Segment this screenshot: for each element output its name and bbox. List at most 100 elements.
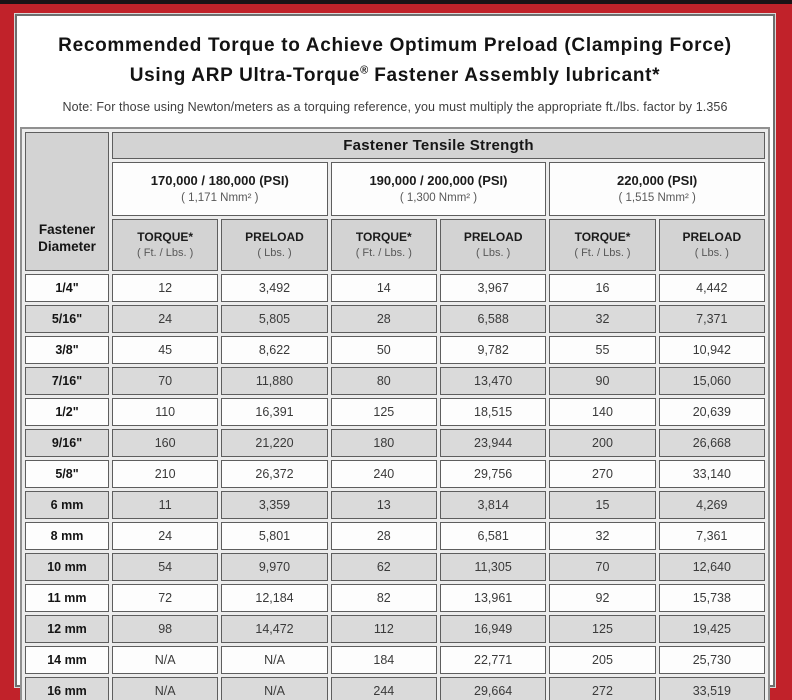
preload-header-3-unit: ( Lbs. ) <box>694 247 729 260</box>
value-cell: 7,371 <box>658 304 765 333</box>
psi-group-2-nmm: ( 1,300 Nmm² ) <box>399 192 478 205</box>
value-cell: 82 <box>330 583 437 612</box>
torque-preload-row: TORQUE* ( Ft. / Lbs. ) PRELOAD ( Lbs. ) … <box>25 218 765 271</box>
tensile-strength-row: Fastener Diameter Fastener Tensile Stren… <box>25 131 765 271</box>
value-cell: 80 <box>330 366 437 395</box>
value-cell: 140 <box>549 397 656 426</box>
value-cell: 18,515 <box>439 397 547 426</box>
value-cell: 15,738 <box>658 583 765 612</box>
value-cell: 20,639 <box>658 397 765 426</box>
diameter-cell: 14 mm <box>25 645 109 674</box>
value-cell: 13 <box>330 490 437 519</box>
torque-header-2-label: TORQUE* <box>355 230 412 245</box>
fastener-diameter-label: Fastener Diameter <box>38 221 96 255</box>
value-cell: 3,967 <box>439 273 547 302</box>
value-cell: 9,970 <box>221 552 328 581</box>
value-cell: 6,581 <box>439 521 547 550</box>
preload-header-2: PRELOAD ( Lbs. ) <box>439 218 547 271</box>
diameter-cell: 7/16" <box>25 366 109 395</box>
value-cell: 98 <box>112 614 219 643</box>
value-cell: 11,880 <box>221 366 328 395</box>
table-row: 9/16" 160 21,220 180 23,944 200 26,668 <box>25 428 765 457</box>
value-cell: N/A <box>112 676 219 700</box>
preload-header-2-label: PRELOAD <box>463 230 523 245</box>
preload-header-2-unit: ( Lbs. ) <box>476 247 511 260</box>
torque-header-3-unit: ( Ft. / Lbs. ) <box>574 247 631 260</box>
value-cell: 110 <box>112 397 219 426</box>
value-cell: 270 <box>549 459 656 488</box>
value-cell: 15,060 <box>658 366 765 395</box>
psi-group-1-nmm: ( 1,171 Nmm² ) <box>181 192 259 205</box>
torque-header-3: TORQUE* ( Ft. / Lbs. ) <box>549 218 656 271</box>
diameter-cell: 5/8" <box>25 459 109 488</box>
torque-header-1-label: TORQUE* <box>137 230 194 245</box>
diameter-cell: 8 mm <box>25 521 109 550</box>
value-cell: 6,588 <box>439 304 547 333</box>
value-cell: 3,359 <box>221 490 328 519</box>
value-cell: 70 <box>112 366 219 395</box>
table-row: 3/8" 45 8,622 50 9,782 55 10,942 <box>25 335 765 364</box>
value-cell: 11,305 <box>439 552 547 581</box>
value-cell: 33,519 <box>658 676 765 700</box>
value-cell: 16 <box>549 273 656 302</box>
table-header: Fastener Diameter Fastener Tensile Stren… <box>25 131 765 271</box>
value-cell: 28 <box>330 521 437 550</box>
psi-group-1-label: 170,000 / 180,000 (PSI) <box>150 173 289 189</box>
preload-header-1-label: PRELOAD <box>245 230 304 245</box>
value-cell: 210 <box>112 459 219 488</box>
value-cell: 45 <box>112 335 219 364</box>
diameter-cell: 1/2" <box>25 397 109 426</box>
value-cell: 12,640 <box>658 552 765 581</box>
table-row: 16 mm N/A N/A 244 29,664 272 33,519 <box>25 676 765 700</box>
value-cell: 10,942 <box>658 335 765 364</box>
value-cell: N/A <box>221 645 328 674</box>
registered-trademark-symbol: ® <box>360 65 369 78</box>
value-cell: 14 <box>330 273 437 302</box>
value-cell: 33,140 <box>658 459 765 488</box>
value-cell: 54 <box>112 552 219 581</box>
psi-group-1: 170,000 / 180,000 (PSI) ( 1,171 Nmm² ) <box>112 161 328 216</box>
value-cell: 240 <box>330 459 437 488</box>
preload-header-1-unit: ( Lbs. ) <box>257 247 292 260</box>
value-cell: 15 <box>549 490 656 519</box>
table-row: 1/4" 12 3,492 14 3,967 16 4,442 <box>25 273 765 302</box>
value-cell: 90 <box>549 366 656 395</box>
psi-group-2-label: 190,000 / 200,000 (PSI) <box>369 173 508 189</box>
value-cell: 25,730 <box>658 645 765 674</box>
value-cell: 112 <box>330 614 437 643</box>
table-row: 1/2" 110 16,391 125 18,515 140 20,639 <box>25 397 765 426</box>
diameter-cell: 11 mm <box>25 583 109 612</box>
value-cell: 200 <box>549 428 656 457</box>
value-cell: N/A <box>112 645 219 674</box>
torque-header-2-unit: ( Ft. / Lbs. ) <box>355 247 412 260</box>
torque-header-3-label: TORQUE* <box>574 230 631 245</box>
value-cell: N/A <box>221 676 328 700</box>
table-row: 11 mm 72 12,184 82 13,961 92 15,738 <box>25 583 765 612</box>
value-cell: 272 <box>549 676 656 700</box>
value-cell: 12 <box>112 273 219 302</box>
preload-header-3: PRELOAD ( Lbs. ) <box>658 218 765 271</box>
value-cell: 26,668 <box>658 428 765 457</box>
value-cell: 180 <box>330 428 437 457</box>
value-cell: 11 <box>112 490 219 519</box>
value-cell: 125 <box>549 614 656 643</box>
top-border-strip <box>0 0 792 4</box>
value-cell: 29,664 <box>439 676 547 700</box>
value-cell: 4,269 <box>658 490 765 519</box>
value-cell: 70 <box>549 552 656 581</box>
value-cell: 7,361 <box>658 521 765 550</box>
psi-row: 170,000 / 180,000 (PSI) ( 1,171 Nmm² ) 1… <box>25 161 765 216</box>
psi-group-3-label: 220,000 (PSI) <box>617 173 698 189</box>
value-cell: 50 <box>330 335 437 364</box>
psi-group-3-nmm: ( 1,515 Nmm² ) <box>618 192 696 205</box>
value-cell: 22,771 <box>439 645 547 674</box>
value-cell: 244 <box>330 676 437 700</box>
tensile-strength-header: Fastener Tensile Strength <box>112 131 765 159</box>
value-cell: 32 <box>549 521 656 550</box>
note-text: Note: For those using Newton/meters as a… <box>62 99 728 114</box>
value-cell: 160 <box>112 428 219 457</box>
diameter-cell: 16 mm <box>25 676 109 700</box>
value-cell: 26,372 <box>221 459 328 488</box>
torque-table: Fastener Diameter Fastener Tensile Stren… <box>20 126 770 700</box>
